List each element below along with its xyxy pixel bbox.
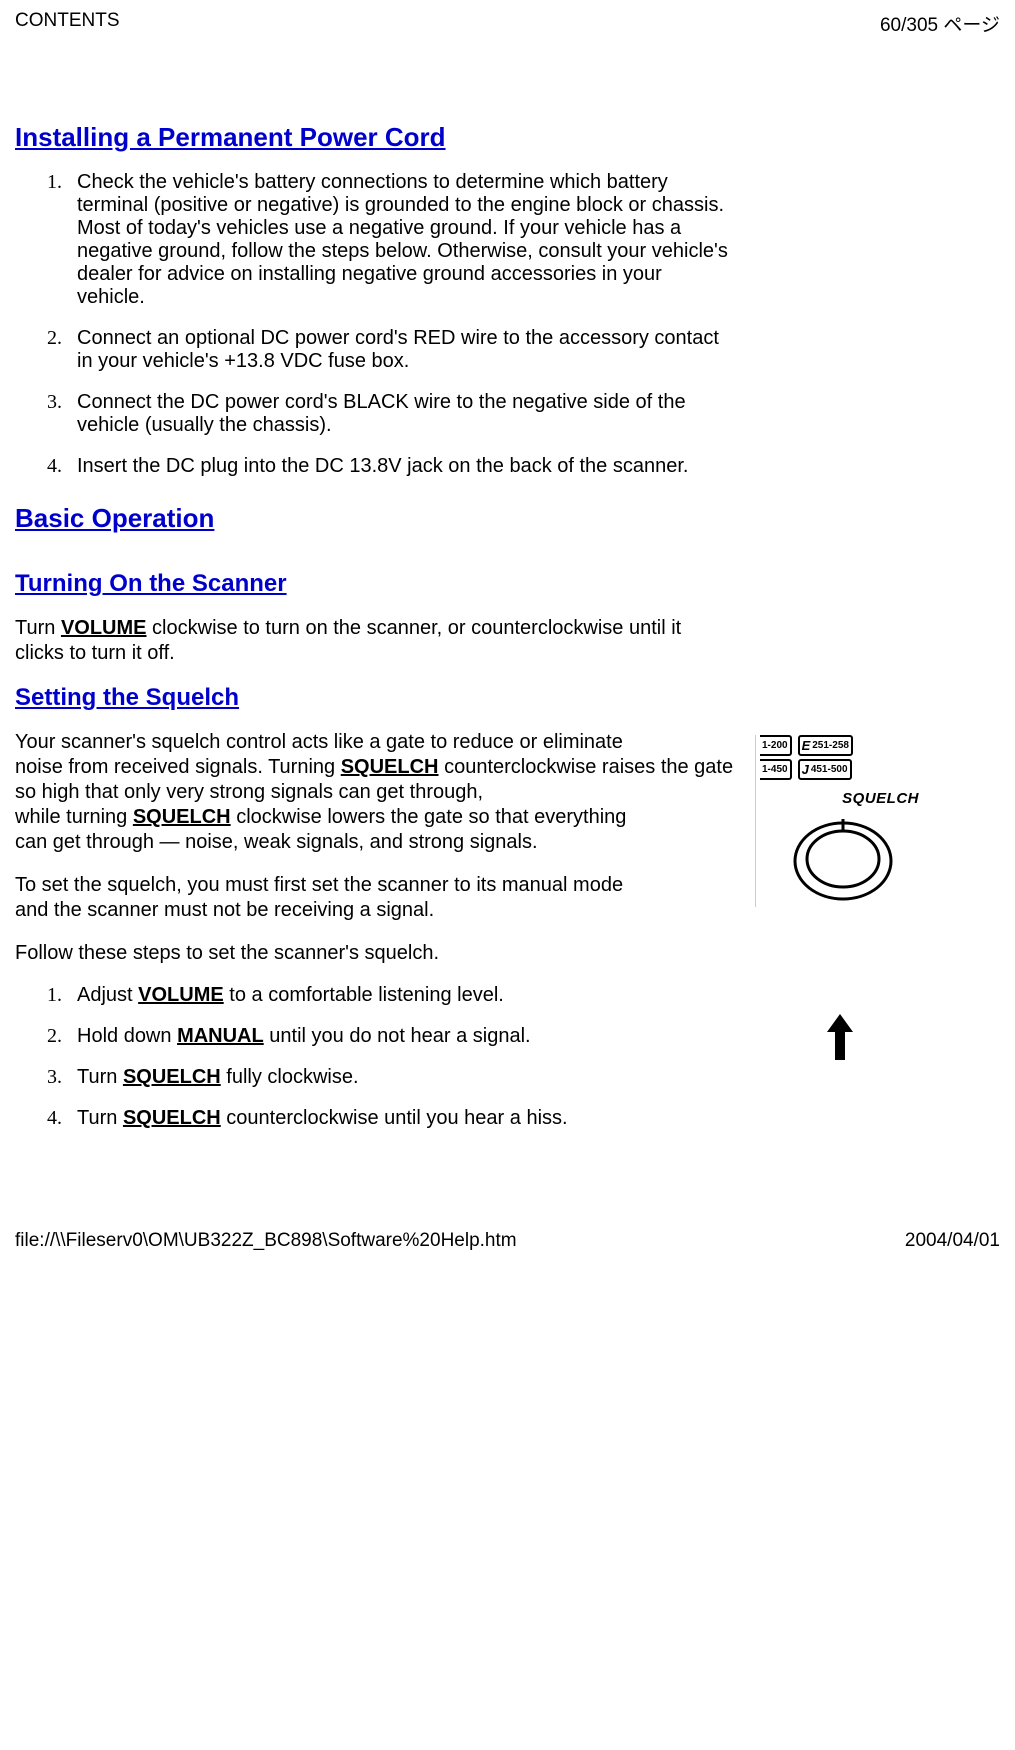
list-item: Check the vehicle's battery connections …	[67, 171, 735, 309]
squelch-keyword: SQUELCH	[133, 806, 231, 828]
page-header: CONTENTS 60/305 ページ	[15, 10, 1000, 37]
heading-basic-operation[interactable]: Basic Operation	[15, 503, 735, 534]
list-item-text: Connect the DC power cord's BLACK wire t…	[77, 391, 686, 436]
list-item-text: Check the vehicle's battery connections …	[77, 171, 728, 308]
list-item-text: Insert the DC plug into the DC 13.8V jac…	[77, 455, 688, 477]
arrow-up-icon	[755, 1012, 925, 1070]
squelch-label: SQUELCH	[760, 790, 919, 807]
squelch-knob-icon	[760, 811, 925, 907]
list-item: Turn SQUELCH fully clockwise.	[67, 1066, 735, 1089]
squelch-paragraph-3: Follow these steps to set the scanner's …	[15, 941, 735, 966]
squelch-keyword: SQUELCH	[123, 1107, 221, 1129]
volume-keyword: VOLUME	[61, 617, 147, 639]
footer-left: file://\\Fileserv0\OM\UB322Z_BC898\Softw…	[15, 1230, 517, 1252]
squelch-keyword: SQUELCH	[123, 1066, 221, 1088]
volume-keyword: VOLUME	[138, 984, 224, 1006]
bank-range: 1-450	[762, 764, 788, 775]
header-right: 60/305 ページ	[880, 10, 1000, 37]
list-item: Insert the DC plug into the DC 13.8V jac…	[67, 455, 735, 478]
squelch-paragraph-2: To set the squelch, you must first set t…	[15, 873, 735, 923]
heading-turning-on[interactable]: Turning On the Scanner	[15, 570, 735, 598]
squelch-image: 1-200 E 251-258 1-450 J 451-500	[755, 730, 925, 1070]
manual-keyword: MANUAL	[177, 1025, 264, 1047]
bank-letter: J	[802, 762, 809, 777]
list-item: Connect the DC power cord's BLACK wire t…	[67, 391, 735, 437]
list-item: Turn SQUELCH counterclockwise until you …	[67, 1107, 735, 1130]
heading-setting-squelch[interactable]: Setting the Squelch	[15, 684, 735, 712]
bank-letter: E	[802, 738, 811, 753]
squelch-keyword: SQUELCH	[341, 756, 439, 778]
footer-right: 2004/04/01	[905, 1230, 1000, 1252]
list-item: Hold down MANUAL until you do not hear a…	[67, 1025, 735, 1048]
bank-range: 251-258	[812, 740, 849, 751]
list-item: Connect an optional DC power cord's RED …	[67, 327, 735, 373]
list-item-text: Connect an optional DC power cord's RED …	[77, 327, 719, 372]
heading-install-power-cord[interactable]: Installing a Permanent Power Cord	[15, 122, 735, 153]
page-footer: file://\\Fileserv0\OM\UB322Z_BC898\Softw…	[15, 1230, 1000, 1252]
header-left: CONTENTS	[15, 10, 120, 37]
bank-range: 1-200	[762, 740, 788, 751]
install-steps-list: Check the vehicle's battery connections …	[15, 171, 735, 478]
squelch-steps-list: Adjust VOLUME to a comfortable listening…	[15, 984, 735, 1130]
bank-range: 451-500	[811, 764, 848, 775]
squelch-paragraph-1: Your scanner's squelch control acts like…	[15, 730, 735, 855]
list-item: Adjust VOLUME to a comfortable listening…	[67, 984, 735, 1007]
turning-on-paragraph: Turn VOLUME clockwise to turn on the sca…	[15, 616, 735, 666]
